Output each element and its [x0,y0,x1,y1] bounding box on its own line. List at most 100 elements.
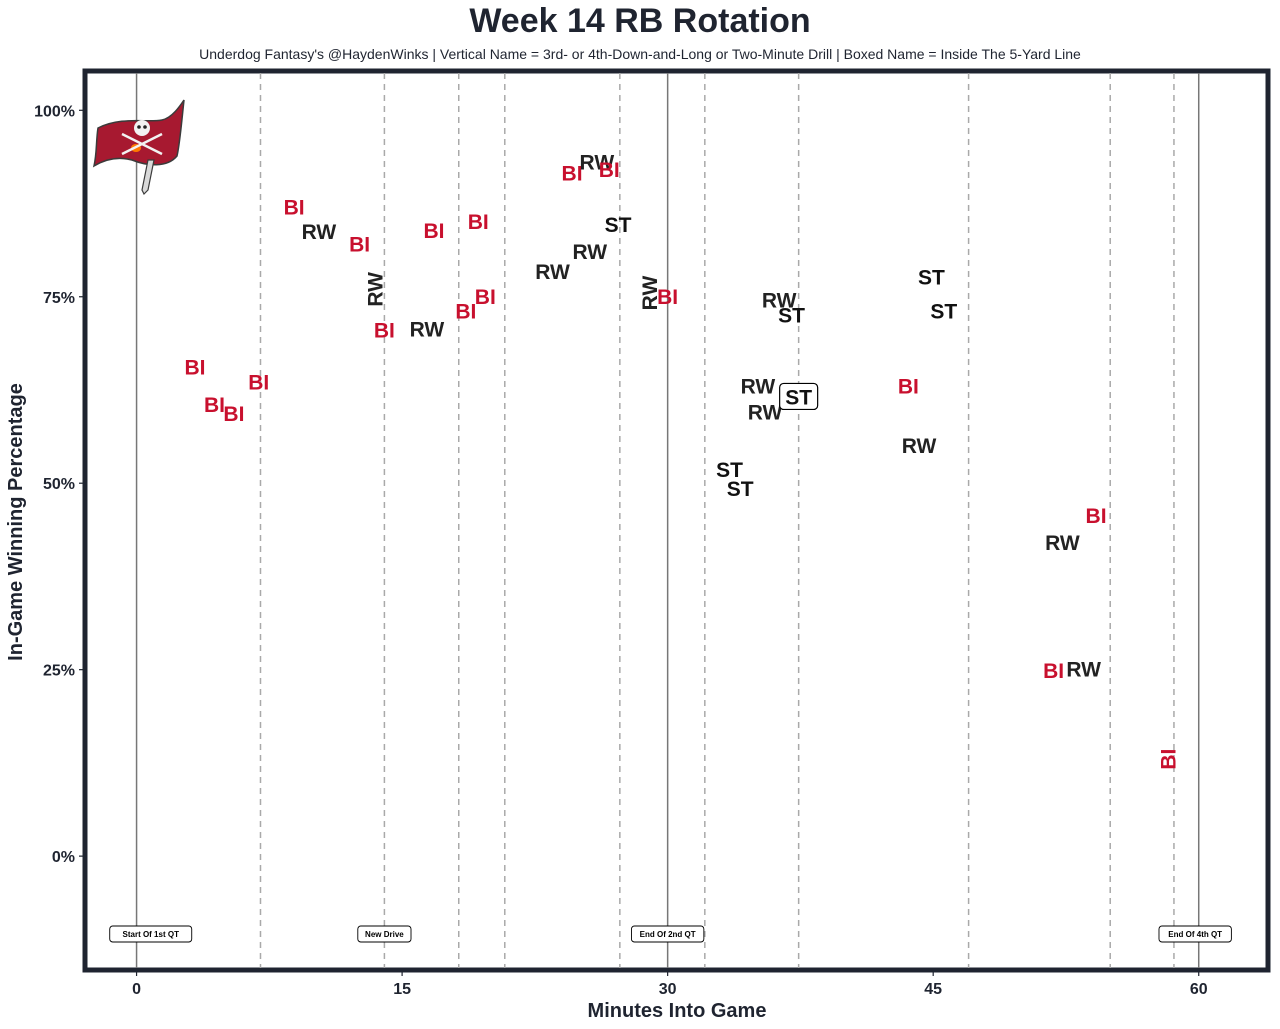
boxed-point-frame [779,382,819,411]
data-point-label: ST [605,214,632,237]
data-point-label: BI [562,163,583,186]
buccaneers-flag-logo [92,99,185,196]
data-point: BI [657,286,678,309]
data-point-label: RW [1066,659,1101,682]
data-point: RW [572,241,607,264]
data-point-label: RW [535,261,570,284]
data-point-label: BI [374,319,395,342]
data-point-label: ST [930,301,957,324]
data-point: RW [748,401,783,424]
data-point: BI [468,211,489,234]
data-point-label: BI [599,159,620,182]
y-tick-label: 0% [52,849,75,866]
data-point-label: RW [1045,532,1080,555]
annotation-text: Start Of 1st QT [123,930,180,939]
data-point-label: BI [184,357,205,380]
annotation-labels: Start Of 1st QT New Drive End Of 2nd QT End… [109,925,1232,943]
x-axis-ticks: 0 15 30 45 60 [132,970,1208,998]
data-point-label: BI [1043,660,1064,683]
data-point: ST [605,214,632,237]
data-point: BI [455,301,476,324]
data-point-label: ST [785,386,812,409]
data-point-label: BI [349,234,370,257]
annotation-text: End Of 2nd QT [640,930,696,939]
chart-title: Week 14 RB Rotation [469,2,811,40]
y-tick-label: 50% [43,476,75,493]
data-point: ST [716,459,743,482]
data-point-label: RW [580,152,615,175]
data-point: BI [1086,505,1107,528]
x-tick-label: 45 [924,981,942,998]
data-point: BI [475,286,496,309]
data-point: BI [898,375,919,398]
data-point: ST [727,478,754,501]
data-point: BI [248,372,269,395]
data-point-label: RW [748,401,783,424]
plot-frame [82,68,1271,973]
x-tick-label: 15 [393,981,411,998]
data-point-label: BI [1086,505,1107,528]
data-point-label: BI [657,286,678,309]
data-point: ST [918,266,945,289]
data-point-label: BI [204,394,225,417]
data-point: BI [284,196,305,219]
data-point-label: ST [918,266,945,289]
data-point: RW [365,272,388,307]
data-point-label: BI [455,301,476,324]
data-point-label: RW [302,221,337,244]
data-point: BI [423,220,444,243]
data-point: BI [223,403,244,426]
data-point-label: BI [475,286,496,309]
data-point: RW [410,319,445,342]
data-point: RW [1066,659,1101,682]
x-tick-label: 30 [659,981,677,998]
x-axis-label: Minutes Into Game [588,1000,767,1022]
y-tick-label: 25% [43,663,75,680]
data-point: BI [349,234,370,257]
data-point-label: RW [410,319,445,342]
data-point: ST [930,301,957,324]
data-point-label: RW [762,289,797,312]
data-point: BI [1158,749,1181,770]
annotation-box [109,925,193,943]
data-point: RW [741,375,776,398]
data-point: RW [902,435,937,458]
y-axis-ticks: 0% 25% 50% 75% 100% [34,103,85,866]
data-point-label: RW [902,435,937,458]
data-point-label: RW [639,276,662,311]
data-point-label: BI [468,211,489,234]
data-point-label: ST [727,478,754,501]
annotation-box [1158,925,1232,943]
data-point-label: ST [778,304,805,327]
data-point: RW [762,289,797,312]
data-point: BI [184,357,205,380]
data-point-label: BI [1158,749,1181,770]
data-point-label: BI [223,403,244,426]
data-point: RW [580,152,615,175]
data-point-label: BI [248,372,269,395]
data-point: RW [639,276,662,311]
data-point: BI [599,159,620,182]
data-point-label: BI [284,196,305,219]
x-tick-label: 60 [1190,981,1208,998]
data-point: RW [1045,532,1080,555]
data-point: BI [374,319,395,342]
data-point-label: RW [365,272,388,307]
y-tick-label: 75% [43,290,75,307]
annotation-text: New Drive [365,930,404,939]
vertical-lines [135,73,1200,968]
data-point-label: BI [423,220,444,243]
data-point: RW [302,221,337,244]
data-point: ST [778,304,805,327]
y-tick-label: 100% [34,103,75,120]
data-point: ST [779,382,819,411]
annotation-box [357,925,412,943]
data-point: BI [1043,660,1064,683]
chart-subtitle: Underdog Fantasy's @HaydenWinks | Vertic… [199,46,1081,62]
data-point-label: RW [572,241,607,264]
data-point-label: RW [741,375,776,398]
annotation-box [630,925,705,943]
data-point-label: BI [898,375,919,398]
